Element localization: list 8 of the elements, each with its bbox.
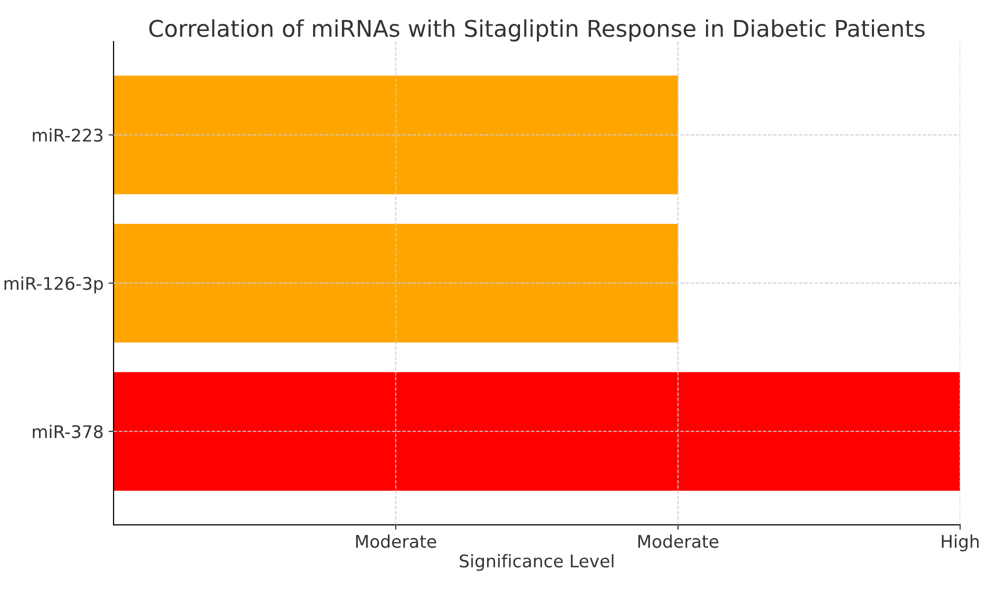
y-tick-label: miR-378: [32, 424, 103, 438]
text: Moderate: [638, 534, 718, 548]
text: Moderate: [356, 534, 436, 548]
y-tick-label: miR-126-3p: [4, 276, 103, 294]
text: High: [942, 534, 979, 552]
x-axis-title: Significance Level: [460, 554, 614, 571]
y-tick-label: miR-223: [32, 128, 102, 142]
chart-title: Correlation of miRNAs with Sitagliptin Response in Diabetic Patients: [149, 19, 925, 42]
